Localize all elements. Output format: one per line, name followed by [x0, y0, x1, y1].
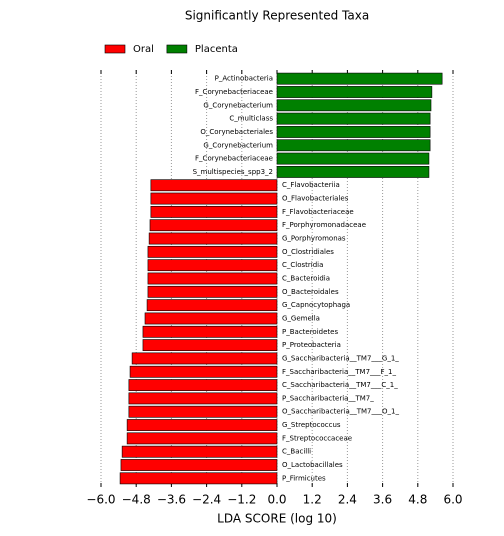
chart-title: Significantly Represented Taxa	[185, 9, 369, 23]
bar	[276, 112, 431, 125]
category-label: F_Saccharibacteria__TM7___F_1_	[282, 368, 396, 376]
bar	[126, 432, 278, 445]
bar	[129, 365, 278, 378]
bar	[144, 312, 278, 325]
category-label: O_Clostridiales	[282, 248, 334, 256]
category-label: C_Bacilli	[282, 448, 311, 456]
bar	[142, 325, 278, 338]
bar	[126, 419, 278, 431]
bar	[128, 392, 278, 405]
category-label: O_Saccharibacteria__TM7___O_1_	[282, 408, 399, 416]
bar	[276, 139, 431, 152]
category-label: P_Saccharibacteria__TM7_	[282, 394, 374, 402]
x-tick-label: 2.4	[338, 493, 357, 507]
bar	[148, 232, 278, 245]
category-label: G_Corynebacterium	[203, 141, 273, 149]
category-label: P_Actinobacteria	[215, 75, 273, 83]
legend-label: Placenta	[195, 44, 238, 55]
legend-swatch	[166, 44, 188, 54]
bar	[276, 86, 433, 98]
x-axis-label: LDA SCORE (log 10)	[217, 512, 337, 526]
category-label: G_Porphyromonas	[282, 235, 346, 243]
x-tick-label: 3.6	[373, 493, 392, 507]
category-label: F_Corynebacteriaceae	[195, 88, 273, 96]
x-tick-label: −4.8	[122, 493, 151, 507]
bar	[147, 272, 278, 285]
category-label: F_Corynebacteriaceae	[195, 155, 273, 163]
bar	[150, 205, 278, 218]
bar	[149, 219, 278, 232]
category-label: G_Gemella	[282, 314, 320, 322]
bar	[276, 152, 430, 165]
bar	[120, 459, 278, 471]
bar	[276, 72, 443, 85]
bar	[276, 99, 432, 112]
bar	[131, 352, 278, 365]
bar	[128, 379, 278, 391]
category-label: C_Flavobacteriia	[282, 181, 340, 189]
category-label: O_Corynebacteriales	[200, 128, 273, 136]
x-tick-label: 0.0	[267, 493, 286, 507]
x-tick-label: −2.4	[192, 493, 221, 507]
x-tick-label: −3.6	[157, 493, 186, 507]
category-label: S_multispecies_spp3_2	[193, 168, 273, 176]
bar	[276, 126, 431, 138]
category-label: O_Lactobacillales	[282, 461, 343, 469]
bar	[147, 259, 278, 272]
category-label: G_Capnocytophaga	[282, 301, 350, 309]
category-label: O_Bacteroidales	[282, 288, 339, 296]
x-tick-label: 6.0	[443, 493, 462, 507]
bar	[121, 445, 278, 458]
category-label: P_Proteobacteria	[282, 341, 341, 349]
x-tick-label: −1.2	[227, 493, 256, 507]
bar	[147, 285, 278, 298]
bar	[150, 192, 278, 205]
x-tick-label: −6.0	[86, 493, 115, 507]
x-tick-label: 1.2	[303, 493, 322, 507]
bar	[276, 166, 430, 178]
bar	[119, 472, 278, 485]
category-label: P_Bacteroidetes	[282, 328, 338, 336]
category-label: G_Streptococcus	[282, 421, 341, 429]
category-label: C_multiclass	[229, 115, 273, 123]
bar	[142, 339, 278, 352]
bar	[146, 299, 278, 312]
category-label: C_Bacteroidia	[282, 275, 330, 283]
category-label: F_Porphyromonadaceae	[282, 221, 366, 229]
category-label: C_Clostridia	[282, 261, 323, 269]
category-label: P_Firmicutes	[282, 474, 326, 482]
category-label: O_Flavobacteriales	[282, 195, 349, 203]
bar	[128, 405, 278, 418]
category-label: G_Saccharibacteria__TM7___G_1_	[282, 354, 399, 362]
x-tick-label: 4.8	[408, 493, 427, 507]
bar	[147, 245, 278, 258]
category-label: G_Corynebacterium	[203, 101, 273, 109]
bar	[150, 179, 278, 192]
category-label: C_Saccharibacteria__TM7___C_1_	[282, 381, 398, 389]
legend-label: Oral	[133, 44, 154, 55]
category-label: F_Flavobacteriaceae	[282, 208, 354, 216]
legend-swatch	[104, 44, 126, 54]
category-label: F_Streptococcaceae	[282, 434, 352, 442]
